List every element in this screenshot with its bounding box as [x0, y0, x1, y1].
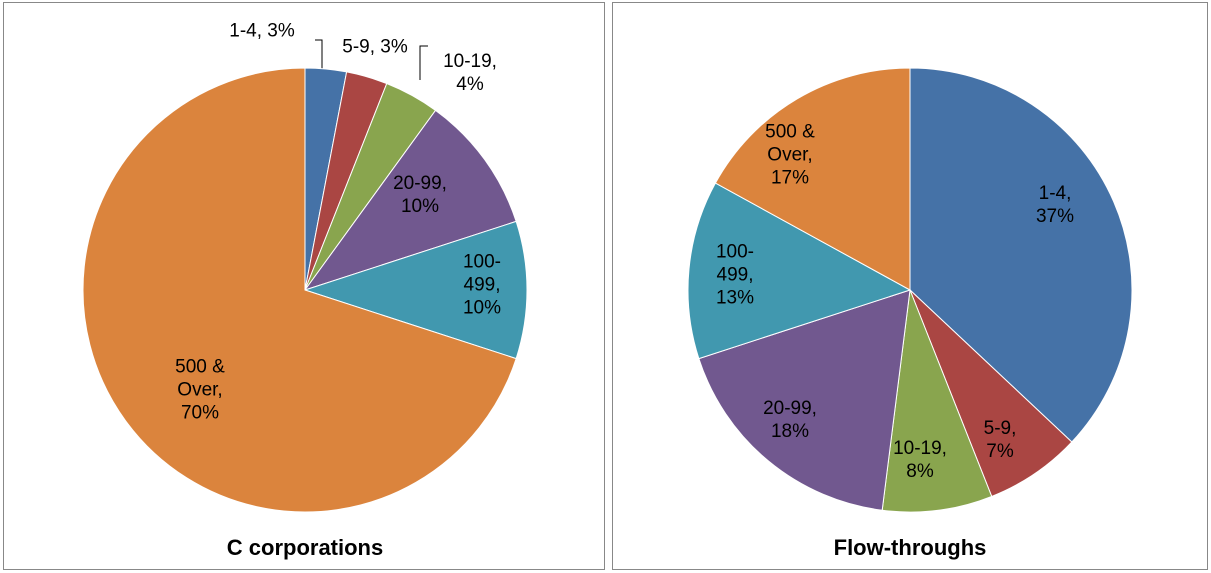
pie-slice	[303, 109, 517, 291]
pie-slice	[303, 220, 528, 360]
slice-label: 5-9, 7%	[983, 418, 1017, 462]
chart-title: Flow-throughs	[833, 535, 987, 560]
slice-label: 500 & Over, 17%	[765, 121, 815, 189]
chart-title: C corporations	[226, 535, 384, 560]
slice-label: 1-4, 3%	[229, 20, 295, 42]
pie-slice	[714, 67, 911, 291]
pie-slice	[909, 67, 1133, 443]
slice-label: 20-99, 10%	[393, 173, 447, 217]
slice-label: 10-19, 4%	[443, 51, 497, 95]
pie-slice	[698, 289, 911, 511]
slice-label: 100-499, 13%	[715, 241, 755, 309]
leader-line	[419, 45, 428, 80]
slice-label: 100-499, 10%	[462, 251, 502, 319]
panel-frame	[612, 2, 1208, 570]
pie-slice	[687, 182, 912, 360]
pie-slice	[881, 289, 993, 513]
slice-label: 1-4, 37%	[1035, 183, 1075, 227]
slice-label: 10-19, 8%	[893, 438, 947, 482]
slice-label: 500 & Over, 70%	[175, 356, 225, 424]
pie-slice	[82, 67, 517, 513]
panel-frame	[3, 2, 605, 570]
slice-label: 5-9, 3%	[342, 36, 408, 58]
slice-label: 20-99, 18%	[763, 398, 817, 442]
leader-line	[315, 39, 323, 70]
